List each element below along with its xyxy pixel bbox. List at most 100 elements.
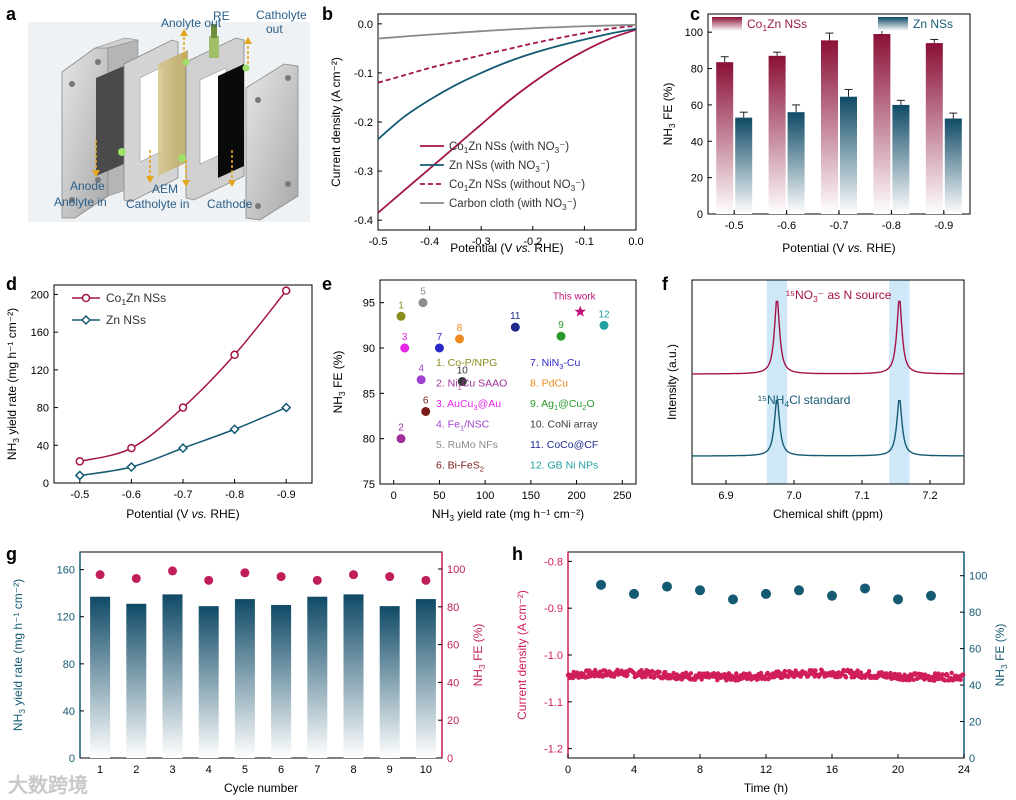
label-anolyte-out: Anolyte out bbox=[161, 16, 222, 30]
legend-entry-0: Co1Zn NSs (with NO3⁻) bbox=[449, 141, 569, 155]
x-tick-label: -0.4 bbox=[420, 236, 439, 248]
point-10 bbox=[457, 377, 467, 387]
legend-entry-1: Zn NSs bbox=[106, 313, 146, 327]
spectrum-label-1: ¹⁵NH4Cl standard bbox=[758, 393, 850, 409]
marker-co1zn-3 bbox=[230, 350, 239, 360]
series-line-1 bbox=[79, 406, 287, 477]
point-3 bbox=[400, 343, 410, 353]
panel-letter-a: a bbox=[6, 4, 17, 24]
point-label-1: 1 bbox=[398, 300, 404, 311]
legend-swatch-0 bbox=[712, 17, 742, 31]
x-tick-label: -0.2 bbox=[523, 236, 542, 248]
x-tick-label: 50 bbox=[433, 490, 445, 502]
point-2 bbox=[396, 434, 406, 444]
bar-yield-2 bbox=[162, 594, 183, 758]
y-tick-label: 20 bbox=[969, 717, 981, 729]
point-5 bbox=[418, 298, 428, 308]
fe-point-10 bbox=[926, 590, 936, 601]
y-tick-label: 80 bbox=[447, 602, 459, 614]
x-tick-label: 4 bbox=[631, 764, 637, 776]
current-point bbox=[593, 667, 598, 673]
point-label-6: 6 bbox=[423, 395, 429, 406]
current-point bbox=[652, 674, 657, 679]
point-7 bbox=[434, 343, 444, 353]
label-re: RE bbox=[213, 9, 230, 23]
bar-zn-nss-4 bbox=[944, 118, 962, 214]
y-tick-label: 80 bbox=[363, 434, 375, 446]
x-tick-label: 0.0 bbox=[628, 236, 643, 248]
bar-co1zn-nss-0 bbox=[716, 62, 734, 214]
point-label-9: 9 bbox=[558, 320, 564, 331]
x-tick-label: 0 bbox=[391, 490, 397, 502]
current-point bbox=[715, 677, 720, 683]
point-12 bbox=[599, 320, 609, 330]
panel-letter-e: e bbox=[322, 274, 332, 294]
legend-entry-10: 10. CoNi array bbox=[530, 419, 598, 431]
bar-yield-1 bbox=[126, 603, 147, 758]
y-axis-label: NH3 FE (%) bbox=[471, 624, 487, 687]
panel-d-chart: -0.5 -0.6 -0.7 -0.8 -0.9 0 40 80 120 160 200 Potent… bbox=[5, 284, 313, 521]
current-point bbox=[791, 674, 797, 680]
x-tick-label: 3 bbox=[169, 764, 175, 776]
y-axis-label: Current density (A cm⁻²) bbox=[515, 590, 529, 720]
x-tick-label: 4 bbox=[206, 764, 212, 776]
current-point bbox=[858, 670, 864, 675]
y-tick-label: 0 bbox=[43, 478, 49, 490]
current-point bbox=[813, 668, 818, 673]
bar-yield-8 bbox=[379, 606, 400, 758]
point-1 bbox=[396, 311, 406, 321]
watermark: 大数跨境 bbox=[8, 773, 88, 797]
current-point bbox=[615, 667, 620, 673]
anolyte-inlet-port bbox=[118, 148, 126, 156]
legend-entry-6: 6. Bi-FeS2 bbox=[436, 460, 484, 474]
anode-electrode bbox=[96, 66, 124, 176]
bar-yield-4 bbox=[234, 599, 255, 758]
fe-point-8 bbox=[860, 583, 870, 594]
x-tick-label: 250 bbox=[613, 490, 631, 502]
y-axis-label: NH3 yield rate (mg h⁻¹ cm⁻²) bbox=[11, 579, 27, 731]
point-label-2: 2 bbox=[398, 423, 404, 434]
x-tick-label: -0.7 bbox=[174, 489, 193, 501]
x-tick-label: 9 bbox=[387, 764, 393, 776]
panel-letter-d: d bbox=[6, 274, 17, 294]
label-cathode: Cathode bbox=[207, 197, 253, 211]
highlight-band-0 bbox=[766, 280, 788, 484]
legend-entry-2: 2. Ni1Cu SAAO bbox=[436, 378, 507, 392]
fe-point-4 bbox=[728, 594, 738, 605]
fe-point-5 bbox=[276, 572, 286, 582]
fe-point-9 bbox=[421, 575, 431, 585]
y-tick-label: 0 bbox=[697, 209, 703, 221]
y-tick-label: 100 bbox=[685, 27, 703, 39]
x-tick-label: -0.9 bbox=[277, 489, 296, 501]
plot-frame bbox=[691, 279, 965, 485]
x-tick-label: 10 bbox=[420, 764, 432, 776]
point-label-12: 12 bbox=[598, 309, 610, 320]
legend-entry-8: 8. PdCu bbox=[530, 378, 568, 390]
panel-letter-h: h bbox=[512, 544, 523, 564]
x-tick-label: 5 bbox=[242, 764, 248, 776]
legend-entry-7: 7. NiN3-Cu bbox=[530, 357, 580, 371]
y-tick-label: 20 bbox=[447, 715, 459, 727]
marker-co1zn-2 bbox=[178, 403, 188, 412]
point-6 bbox=[421, 406, 431, 416]
legend-marker-0 bbox=[81, 293, 91, 303]
panel-c-chart: 0 20 40 60 80 100 -0.5 -0.6 -0.7 -0.8 -0.9 Potentia… bbox=[661, 13, 971, 255]
bar-zn-nss-1 bbox=[787, 112, 805, 214]
point-label-4: 4 bbox=[418, 364, 424, 375]
x-tick-label: 7.0 bbox=[786, 490, 801, 502]
x-tick-label: 200 bbox=[567, 490, 585, 502]
fe-point-2 bbox=[662, 581, 672, 592]
point-4 bbox=[416, 375, 426, 385]
legend: Co1Zn NSs Zn NSs bbox=[72, 291, 166, 327]
series-line-3 bbox=[377, 23, 637, 40]
x-tick-label: -0.5 bbox=[725, 220, 744, 232]
legend-entry-1: Zn NSs bbox=[913, 17, 953, 31]
current-point bbox=[671, 670, 676, 676]
current-point bbox=[786, 674, 791, 680]
bar-yield-7 bbox=[343, 594, 364, 758]
panel-labels: a b c d e f g h bbox=[6, 4, 700, 564]
current-point bbox=[688, 671, 694, 676]
spectrum-1 bbox=[692, 400, 965, 457]
panel-a-schematic: Anolyte out RE Catholyte out Anode Anolyt… bbox=[28, 8, 310, 222]
